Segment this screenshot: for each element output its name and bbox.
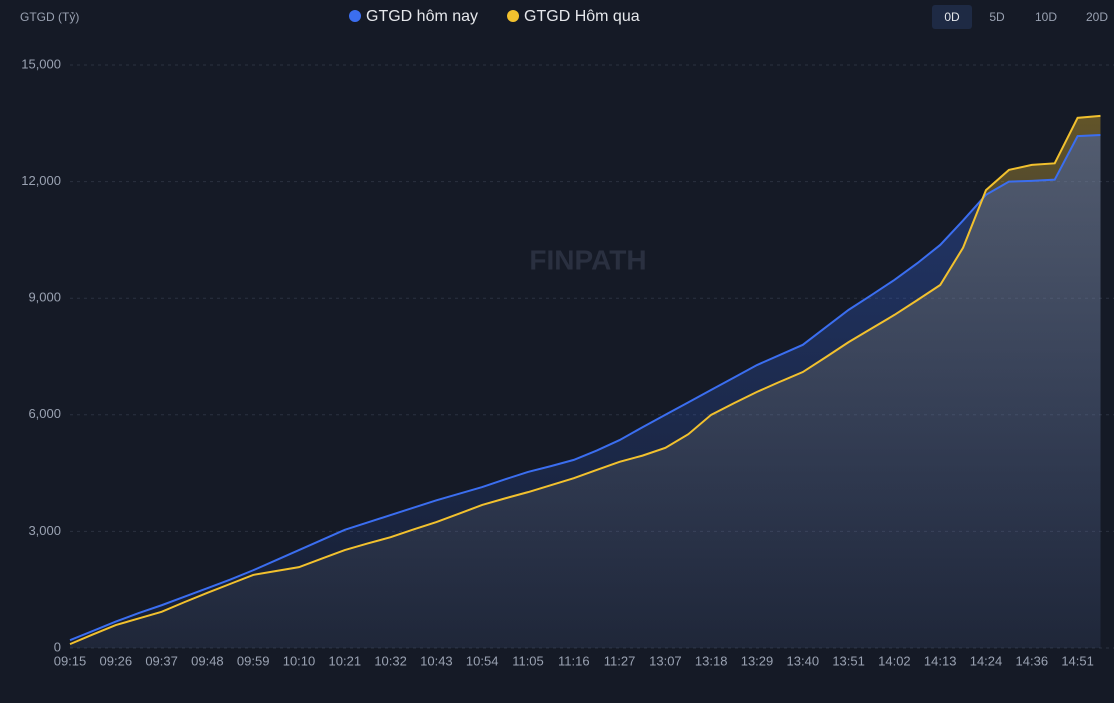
x-tick-label: 10:54 <box>466 653 499 668</box>
range-buttons: 0D 5D 10D 20D <box>932 5 1108 29</box>
range-button[interactable]: 10D <box>1035 10 1057 24</box>
area-fill <box>70 134 1101 648</box>
y-tick-label: 3,000 <box>28 523 61 538</box>
x-tick-label: 14:13 <box>924 653 957 668</box>
legend: GTGD hôm nay GTGD Hôm qua <box>349 8 640 25</box>
series-line <box>69 133 1101 642</box>
y-tick-label: 0 <box>54 639 61 654</box>
x-tick-label: 11:05 <box>512 653 544 668</box>
x-tick-label: 13:29 <box>741 653 774 668</box>
x-tick-label: 14:02 <box>878 653 911 668</box>
x-tick-label: 13:07 <box>649 653 682 668</box>
legend-marker <box>507 10 520 22</box>
x-tick-label: 10:10 <box>283 653 316 668</box>
x-tick-label: 14:24 <box>970 653 1003 668</box>
x-tick-label: 10:21 <box>329 653 362 668</box>
range-button[interactable]: 0D <box>944 10 960 24</box>
range-button[interactable]: 20D <box>1086 10 1108 24</box>
y-axis-title: GTGD (Tỷ) <box>20 10 79 24</box>
legend-marker <box>349 10 361 22</box>
y-tick-label: 6,000 <box>28 406 61 421</box>
x-tick-label: 09:26 <box>100 653 133 668</box>
range-button[interactable]: 5D <box>989 10 1005 24</box>
legend-label: GTGD Hôm qua <box>524 8 640 25</box>
x-tick-label: 10:43 <box>420 653 453 668</box>
y-tick-label: 15,000 <box>21 56 61 71</box>
x-tick-label: 09:59 <box>237 653 270 668</box>
x-tick-label: 11:27 <box>604 653 636 668</box>
x-tick-label: 13:18 <box>695 653 728 668</box>
x-tick-label: 11:16 <box>558 653 590 668</box>
x-tick-label: 13:40 <box>787 653 820 668</box>
y-tick-label: 9,000 <box>28 290 61 305</box>
x-tick-label: 13:51 <box>832 653 865 668</box>
x-tick-label: 14:51 <box>1061 653 1094 668</box>
range-button-bg[interactable] <box>932 5 972 29</box>
x-tick-label: 14:36 <box>1016 653 1049 668</box>
y-tick-label: 12,000 <box>21 173 61 188</box>
series-line <box>69 114 1101 646</box>
x-tick-label: 09:48 <box>191 653 224 668</box>
x-tick-label: 09:15 <box>54 653 87 668</box>
legend-label: GTGD hôm nay <box>366 8 478 25</box>
x-tick-label: 10:32 <box>374 653 407 668</box>
x-tick-label: 09:37 <box>145 653 178 668</box>
watermark: FINPATH <box>529 244 646 275</box>
